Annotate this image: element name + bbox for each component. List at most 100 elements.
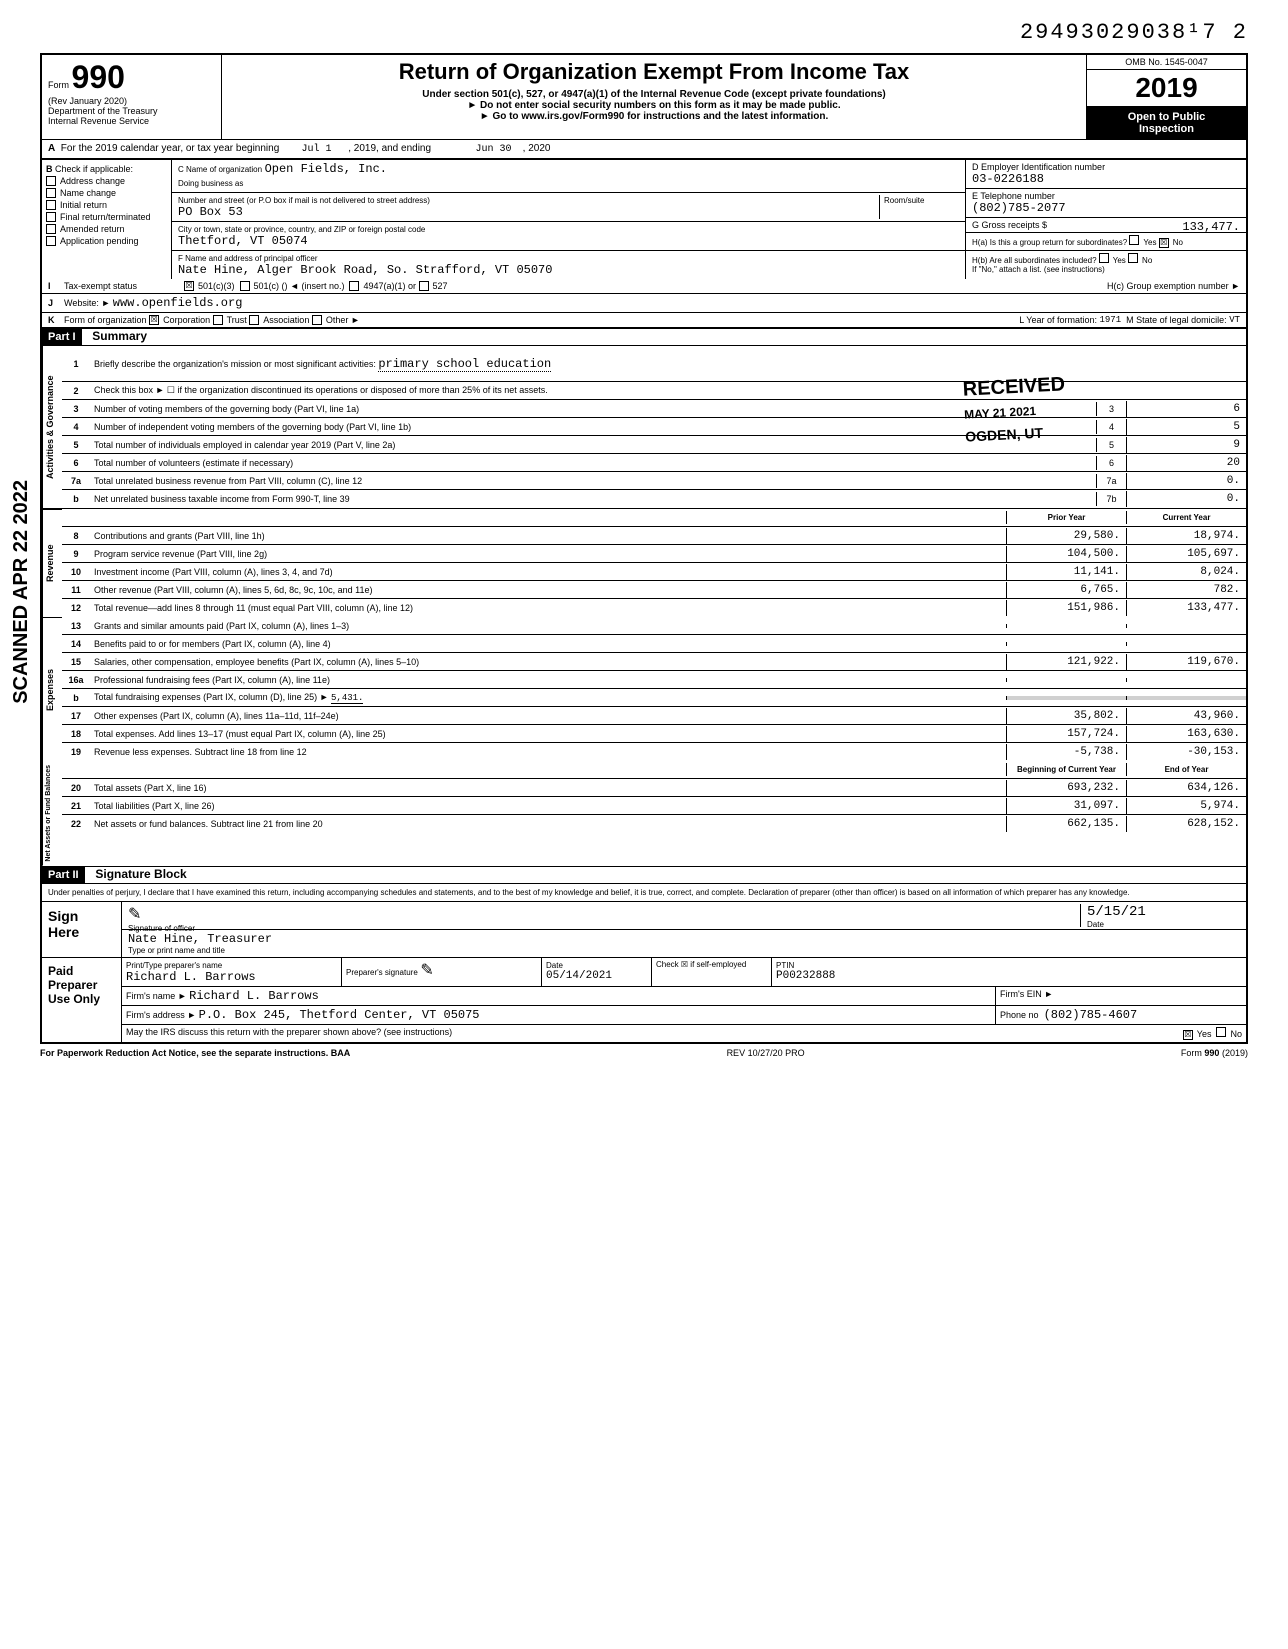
gross-label: G Gross receipts $	[972, 220, 1047, 230]
desc-7b: Net unrelated business taxable income fr…	[90, 492, 1096, 506]
perjury-statement: Under penalties of perjury, I declare th…	[40, 884, 1248, 902]
h-a-yes-box[interactable]	[1129, 235, 1139, 245]
prior-8: 29,580.	[1006, 528, 1126, 544]
chk-association[interactable]	[249, 315, 259, 325]
col-d-e: D Employer Identification number 03-0226…	[966, 160, 1246, 279]
prep-row-1: Print/Type preparer's name Richard L. Ba…	[122, 958, 1246, 987]
current-19: -30,153.	[1126, 744, 1246, 760]
mission-prompt: Briefly describe the organization's miss…	[94, 359, 376, 369]
chk-amended-return[interactable]: Amended return	[46, 224, 167, 234]
chk-527[interactable]	[419, 281, 429, 291]
chk-label: Application pending	[60, 236, 139, 246]
opt-4947: 4947(a)(1) or	[363, 281, 416, 291]
desc-13: Grants and similar amounts paid (Part IX…	[90, 619, 1006, 633]
prep-sig-label: Preparer's signature	[346, 968, 418, 977]
tax-year: 20201919	[1087, 70, 1246, 107]
discuss-yes-box[interactable]: ☒	[1183, 1030, 1193, 1040]
chk-name-change[interactable]: Name change	[46, 188, 167, 198]
num-17: 17	[62, 709, 90, 723]
current-8: 18,974.	[1126, 528, 1246, 544]
prep-check-cell: Check ☒ if self-employed	[652, 958, 772, 986]
current-17: 43,960.	[1126, 708, 1246, 724]
row-12: 12 Total revenue—add lines 8 through 11 …	[62, 599, 1246, 617]
num-3: 3	[62, 402, 90, 416]
chk-application-pending[interactable]: Application pending	[46, 236, 167, 246]
addr-value: PO Box 53	[178, 205, 243, 219]
row-16a: 16a Professional fundraising fees (Part …	[62, 671, 1246, 689]
box-4: 4	[1096, 420, 1126, 434]
chk-other[interactable]	[312, 315, 322, 325]
desc-2: Check this box ► ☐ if the organization d…	[90, 383, 1246, 398]
h-b-no-box[interactable]	[1128, 253, 1138, 263]
row-5: 5 Total number of individuals employed i…	[62, 436, 1246, 454]
h-b-note: If "No," attach a list. (see instruction…	[972, 265, 1105, 274]
num-21: 21	[62, 799, 90, 813]
prep-row-3: Firm's address ► P.O. Box 245, Thetford …	[122, 1006, 1246, 1025]
num-13: 13	[62, 619, 90, 633]
label-b: B	[46, 164, 53, 174]
desc-17: Other expenses (Part IX, column (A), lin…	[90, 709, 1006, 723]
num-19: 19	[62, 745, 90, 759]
num-16a: 16a	[62, 673, 90, 687]
no-label: No	[1173, 238, 1183, 247]
name-line: Nate Hine, Treasurer Type or print name …	[122, 930, 1246, 957]
chk-corporation[interactable]: ☒	[149, 315, 159, 325]
row-20: 20 Total assets (Part X, line 16) 693,23…	[62, 779, 1246, 797]
firm-name-cell: Firm's name ► Richard L. Barrows	[122, 987, 996, 1005]
val-16b: 5,431.	[331, 693, 363, 704]
part-ii-title: Signature Block	[87, 867, 186, 881]
form-number: 990	[72, 59, 125, 95]
form-meta-box: OMB No. 1545-0047 20201919 Open to Publi…	[1086, 55, 1246, 139]
desc-18: Total expenses. Add lines 13–17 (must eq…	[90, 727, 1006, 741]
revenue-tab: Revenue	[42, 509, 62, 617]
row-15: 15 Salaries, other compensation, employe…	[62, 653, 1246, 671]
form-rev: (Rev January 2020)	[48, 96, 127, 106]
chk-501c3[interactable]: ☒	[184, 281, 194, 291]
netassets-table: Beginning of Current Year End of Year 20…	[62, 761, 1246, 866]
org-name: Open Fields, Inc.	[265, 162, 387, 176]
omb-number: OMB No. 1545-0047	[1087, 55, 1246, 70]
desc-16b-text: Total fundraising expenses (Part IX, col…	[94, 692, 329, 702]
desc-14: Benefits paid to or for members (Part IX…	[90, 637, 1006, 651]
desc-19: Revenue less expenses. Subtract line 18 …	[90, 745, 1006, 759]
row-7a: 7a Total unrelated business revenue from…	[62, 472, 1246, 490]
desc-5: Total number of individuals employed in …	[90, 438, 1096, 452]
phone-label: Phone no	[1000, 1010, 1039, 1020]
chk-501c[interactable]	[240, 281, 250, 291]
discuss-no-box[interactable]	[1216, 1027, 1226, 1037]
desc-4: Number of independent voting members of …	[90, 420, 1096, 434]
form-org-label: Form of organization	[64, 315, 147, 325]
chk-final-return[interactable]: Final return/terminated	[46, 212, 167, 222]
num-8: 8	[62, 529, 90, 543]
box-7a: 7a	[1096, 474, 1126, 488]
h-a-no-box[interactable]: ☒	[1159, 238, 1169, 248]
h-b-yes-box[interactable]	[1099, 253, 1109, 263]
chk-initial-return[interactable]: Initial return	[46, 200, 167, 210]
discuss-cell: May the IRS discuss this return with the…	[122, 1025, 1246, 1042]
chk-trust[interactable]	[213, 315, 223, 325]
no-label: No	[1142, 256, 1152, 265]
desc-6: Total number of volunteers (estimate if …	[90, 456, 1096, 470]
prep-date: 05/14/2021	[546, 970, 612, 982]
num-7a: 7a	[62, 474, 90, 488]
num-1: 1	[62, 357, 90, 371]
num-10: 10	[62, 565, 90, 579]
prior-16a	[1006, 678, 1126, 682]
chk-address-change[interactable]: Address change	[46, 176, 167, 186]
sign-here-content: ✎ Signature of officer 5/15/21 Date Nate…	[122, 902, 1246, 957]
scanned-stamp: SCANNED APR 22 2022	[10, 480, 33, 704]
part-i-title: Summary	[84, 329, 147, 343]
expenses-tab: Expenses	[42, 617, 62, 761]
chk-4947[interactable]	[349, 281, 359, 291]
org-name-row: C Name of organization Open Fields, Inc.…	[172, 160, 965, 193]
tel-row: E Telephone number (802)785-2077	[966, 189, 1246, 218]
form-label: Form	[48, 80, 69, 90]
org-name-label: C Name of organization	[178, 165, 262, 174]
netassets-tab: Net Assets or Fund Balances	[42, 761, 62, 866]
row-1-mission: 1 Briefly describe the organization's mi…	[62, 346, 1246, 382]
row-a-tax-year: A For the 2019 calendar year, or tax yea…	[40, 139, 1248, 160]
prep-date-label: Date	[546, 961, 563, 970]
mission-value: primary school education	[378, 357, 551, 372]
label-j: J	[48, 298, 64, 308]
row-2: 2 Check this box ► ☐ if the organization…	[62, 382, 1246, 400]
